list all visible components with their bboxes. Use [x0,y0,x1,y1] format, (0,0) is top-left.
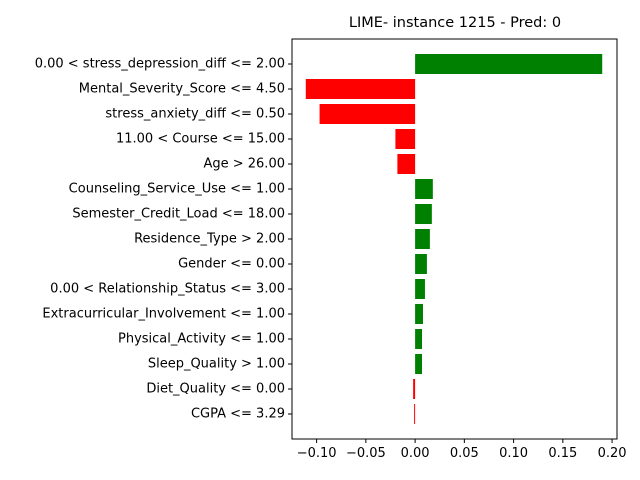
bar-8 [415,254,427,274]
x-tick-label-5: 0.15 [548,446,577,461]
x-tick-label-1: −0.05 [346,446,386,461]
y-tick-label-5: Counseling_Service_Use <= 1.00 [69,182,285,197]
y-tick-label-4: Age > 26.00 [203,157,285,172]
x-tick-label-2: 0.00 [401,446,430,461]
y-tick-label-2: stress_anxiety_diff <= 0.50 [105,107,285,122]
bar-14 [414,404,416,424]
y-tick-label-11: Physical_Activity <= 1.00 [118,332,285,347]
x-tick-label-3: 0.05 [450,446,479,461]
y-tick-label-13: Diet_Quality <= 0.00 [146,382,285,397]
bar-0 [415,54,603,74]
bar-3 [395,129,416,149]
y-tick-label-3: 11.00 < Course <= 15.00 [116,132,285,147]
x-tick-label-0: −0.10 [297,446,337,461]
y-tick-label-14: CGPA <= 3.29 [191,407,285,422]
bars-layer [305,54,603,424]
y-tick-label-7: Residence_Type > 2.00 [134,232,285,247]
x-tick-label-4: 0.10 [499,446,528,461]
bar-6 [415,204,432,224]
bar-5 [415,179,433,199]
bar-9 [415,279,425,299]
y-tick-label-0: 0.00 < stress_depression_diff <= 2.00 [35,57,285,72]
y-tick-label-9: 0.00 < Relationship_Status <= 3.00 [50,282,285,297]
y-tick-label-10: Extracurricular_Involvement <= 1.00 [42,307,285,322]
bar-2 [319,104,416,124]
y-tick-label-8: Gender <= 0.00 [178,257,285,272]
bar-12 [415,354,422,374]
bar-10 [415,304,423,324]
bar-1 [305,79,416,99]
bar-7 [415,229,430,249]
bar-13 [413,379,416,399]
bar-4 [397,154,416,174]
chart-title: LIME- instance 1215 - Pred: 0 [349,15,561,31]
y-tick-label-1: Mental_Severity_Score <= 4.50 [79,82,285,97]
bar-11 [415,329,422,349]
axes-layer: 0.00 < stress_depression_diff <= 2.00 Men… [35,38,627,461]
y-tick-label-6: Semester_Credit_Load <= 18.00 [72,207,285,222]
y-tick-label-12: Sleep_Quality > 1.00 [148,357,285,372]
x-tick-label-6: 0.20 [598,446,627,461]
plot-frame [291,38,618,440]
